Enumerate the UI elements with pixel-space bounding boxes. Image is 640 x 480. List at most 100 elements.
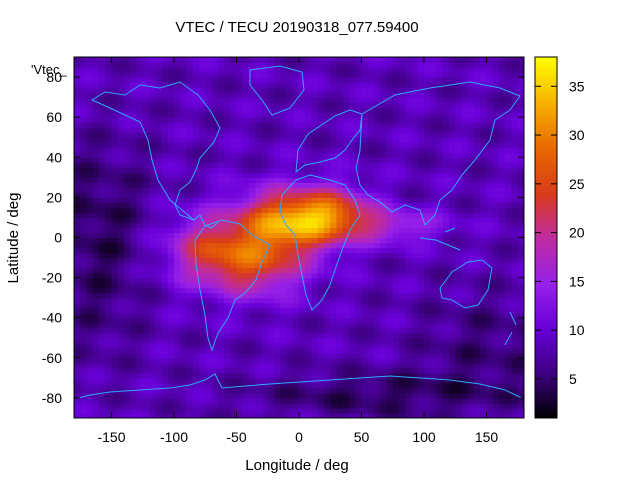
heatmap-cell	[417, 187, 425, 193]
heatmap-cell	[186, 157, 194, 163]
heatmap-cell	[130, 62, 138, 68]
heatmap-cell	[361, 297, 369, 304]
heatmap-cell	[349, 362, 356, 369]
heatmap-cell	[267, 402, 275, 409]
heatmap-cell	[299, 307, 306, 314]
heatmap-cell	[317, 332, 325, 339]
heatmap-cell	[292, 247, 300, 254]
heatmap-cell	[230, 87, 238, 93]
heatmap-cell	[292, 282, 300, 289]
heatmap-cell	[405, 282, 413, 289]
heatmap-cell	[417, 127, 425, 133]
heatmap-cell	[386, 127, 394, 133]
heatmap-cell	[417, 157, 425, 163]
heatmap-cell	[292, 222, 300, 229]
heatmap-cell	[217, 77, 225, 83]
heatmap-cell	[342, 382, 350, 389]
heatmap-cell	[86, 337, 94, 344]
heatmap-cell	[480, 187, 488, 193]
heatmap-cell	[430, 272, 438, 279]
heatmap-cell	[467, 397, 475, 404]
heatmap-cell	[92, 212, 100, 219]
heatmap-cell	[180, 222, 188, 229]
heatmap-cell	[355, 257, 363, 264]
heatmap-cell	[449, 112, 456, 118]
heatmap-cell	[361, 202, 369, 209]
heatmap-cell	[180, 137, 188, 143]
heatmap-cell	[117, 352, 125, 359]
heatmap-cell	[405, 217, 413, 224]
heatmap-cell	[255, 262, 263, 269]
heatmap-cell	[242, 197, 250, 203]
heatmap-cell	[374, 402, 381, 409]
heatmap-cell	[155, 142, 163, 148]
heatmap-cell	[455, 257, 463, 264]
heatmap-cell	[92, 227, 100, 234]
heatmap-cell	[117, 287, 125, 294]
heatmap-cell	[355, 67, 363, 73]
heatmap-cell	[480, 112, 488, 118]
heatmap-cell	[99, 147, 106, 153]
heatmap-cell	[211, 72, 219, 78]
heatmap-cell	[442, 187, 450, 193]
heatmap-cell	[311, 132, 319, 138]
heatmap-cell	[486, 272, 494, 279]
heatmap-cell	[167, 177, 175, 183]
heatmap-cell	[305, 412, 313, 418]
heatmap-cell	[324, 282, 331, 289]
heatmap-cell	[430, 92, 438, 98]
heatmap-cell	[349, 147, 356, 153]
heatmap-cell	[317, 192, 325, 198]
heatmap-cell	[211, 367, 219, 374]
heatmap-cell	[305, 67, 313, 73]
heatmap-cell	[199, 382, 206, 389]
heatmap-cell	[174, 92, 181, 98]
heatmap-cell	[280, 342, 288, 349]
heatmap-cell	[155, 397, 163, 404]
heatmap-cell	[136, 107, 144, 113]
heatmap-cell	[386, 262, 394, 269]
heatmap-cell	[136, 162, 144, 168]
heatmap-cell	[249, 407, 256, 414]
heatmap-cell	[436, 392, 444, 399]
heatmap-cell	[217, 172, 225, 178]
heatmap-cell	[236, 247, 244, 254]
heatmap-cell	[467, 227, 475, 234]
heatmap-cell	[230, 282, 238, 289]
heatmap-cell	[255, 247, 263, 254]
heatmap-cell	[417, 257, 425, 264]
heatmap-cell	[230, 222, 238, 229]
heatmap-cell	[336, 232, 344, 239]
heatmap-cell	[99, 377, 106, 384]
heatmap-cell	[399, 302, 406, 309]
heatmap-cell	[230, 367, 238, 374]
heatmap-cell	[242, 207, 250, 214]
heatmap-cell	[174, 412, 181, 418]
heatmap-cell	[124, 222, 131, 229]
heatmap-cell	[324, 107, 331, 113]
heatmap-cell	[380, 82, 388, 88]
heatmap-cell	[367, 272, 375, 279]
heatmap-cell	[311, 107, 319, 113]
heatmap-cell	[155, 342, 163, 349]
heatmap-cell	[292, 407, 300, 414]
heatmap-cell	[236, 272, 244, 279]
heatmap-cell	[424, 247, 431, 254]
heatmap-cell	[361, 392, 369, 399]
heatmap-cell	[111, 132, 119, 138]
heatmap-cell	[430, 277, 438, 284]
heatmap-cell	[192, 247, 200, 254]
heatmap-cell	[217, 82, 225, 88]
heatmap-cell	[449, 152, 456, 158]
heatmap-cell	[186, 182, 194, 188]
heatmap-cell	[499, 407, 506, 414]
heatmap-cell	[280, 312, 288, 319]
heatmap-cell	[311, 362, 319, 369]
heatmap-cell	[486, 357, 494, 364]
heatmap-cell	[411, 212, 419, 219]
heatmap-cell	[374, 257, 381, 264]
heatmap-cell	[255, 127, 263, 133]
heatmap-cell	[217, 122, 225, 128]
heatmap-cell	[274, 202, 281, 209]
heatmap-cell	[99, 317, 106, 324]
